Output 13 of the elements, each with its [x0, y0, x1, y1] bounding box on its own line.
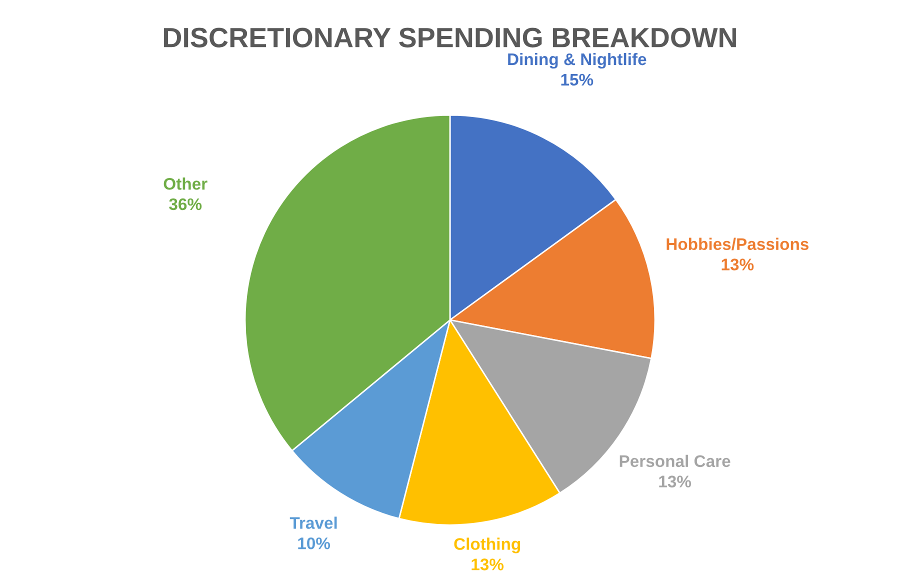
data-label: 15% [561, 74, 594, 86]
slice-label: Dining & Nightlife [508, 52, 646, 69]
slice-label: Personal Care [620, 454, 730, 468]
data-label: 13% [472, 558, 504, 570]
slice-label: Travel [290, 516, 337, 529]
slice-label: Clothing [454, 538, 520, 554]
data-label: 13% [659, 476, 692, 488]
chart-title: DISCRETIONARY SPENDING BREAKDOWN [164, 28, 736, 48]
slice-label: Other [164, 178, 208, 190]
slice-label: Hobbies/Passions [666, 238, 809, 250]
data-label: 13% [722, 258, 754, 270]
data-label: 36% [169, 198, 202, 210]
data-label: 10% [298, 537, 330, 550]
